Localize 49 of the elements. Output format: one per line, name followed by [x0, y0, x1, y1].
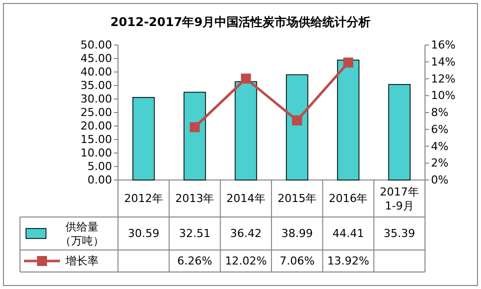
- bar: [234, 81, 258, 180]
- x-tick-label: 2012年: [124, 192, 164, 205]
- y2-tick-label: 12%: [431, 72, 456, 86]
- y-tick-label: 30.00: [80, 92, 112, 106]
- x-tick-label: 2016年: [328, 192, 368, 205]
- data-label: 44.41: [332, 227, 364, 240]
- bar: [388, 84, 411, 180]
- y-tick-label: 20.00: [80, 120, 112, 132]
- y2-tick-label: 8%: [431, 106, 448, 119]
- bar: [337, 60, 360, 180]
- y2-tick-label: 0%: [431, 174, 448, 186]
- y-tick-label: 50.00: [80, 38, 112, 52]
- data-label: 6.26%: [177, 254, 212, 268]
- data-label: 36.42: [230, 227, 262, 240]
- y-tick-label: 35.00: [80, 79, 112, 92]
- y2-tick-label: 6%: [431, 122, 448, 136]
- data-label: 35.39: [384, 227, 416, 240]
- bar: [286, 74, 308, 180]
- bar: [132, 97, 155, 180]
- y-tick-label: 15.00: [80, 133, 112, 146]
- x-tick-label: 2017年1-9月: [380, 185, 419, 212]
- y-tick-label: 0.00: [88, 174, 112, 186]
- legend-label: 增长率: [64, 254, 98, 268]
- data-label: 38.99: [281, 227, 313, 240]
- y-tick-label: 10.00: [80, 146, 112, 160]
- data-label: 12.02%: [224, 254, 267, 268]
- data-label: 7.06%: [280, 254, 315, 268]
- y2-tick-label: 10%: [431, 89, 456, 102]
- point: [292, 115, 302, 126]
- y-tick-label: 45.00: [80, 52, 112, 65]
- y2-tick-label: 2%: [431, 156, 448, 170]
- point: [190, 122, 200, 132]
- legend-label: 供给量（万吨）: [60, 220, 104, 247]
- data-label: 32.51: [179, 227, 210, 240]
- bar: [184, 92, 206, 180]
- x-tick-label: 2015年: [278, 192, 317, 205]
- x-tick-label: 2014年: [226, 192, 266, 205]
- data-label: 13.92%: [327, 254, 370, 268]
- y-tick-label: 25.00: [80, 106, 112, 119]
- data-label: 30.59: [128, 227, 160, 240]
- y-tick-label: 40.00: [80, 66, 112, 78]
- y2-tick-label: 16%: [431, 38, 456, 52]
- point: [240, 74, 251, 84]
- y-tick-label: 5.00: [88, 160, 112, 173]
- chart-title: 2012-2017年9月中国活性炭市场供给统计分析: [110, 15, 371, 29]
- y2-tick-label: 14%: [431, 55, 456, 68]
- x-tick-label: 2013年: [175, 192, 214, 205]
- y2-tick-label: 4%: [431, 140, 448, 153]
- point: [343, 58, 354, 68]
